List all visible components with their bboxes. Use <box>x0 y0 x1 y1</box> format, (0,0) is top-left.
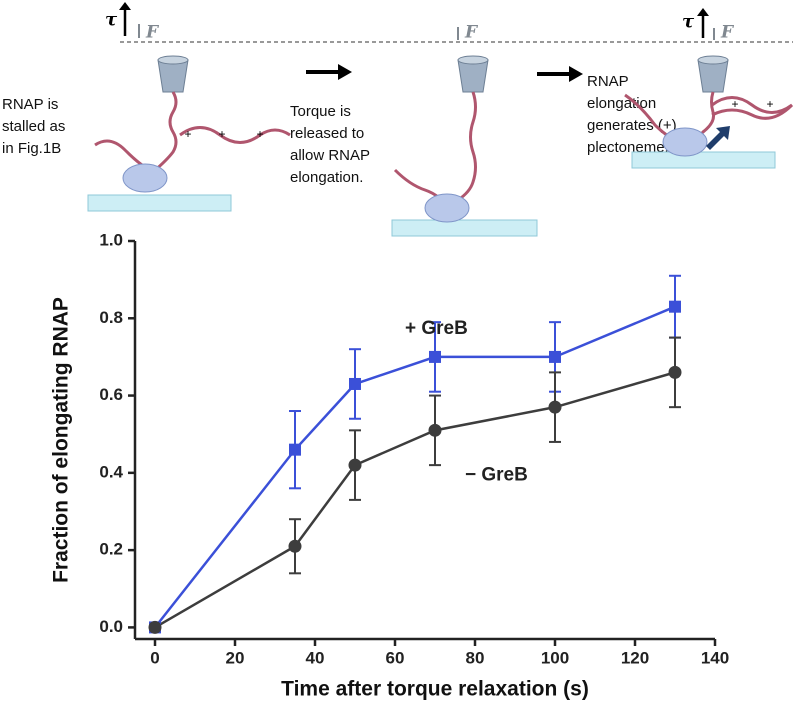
torque-arrow-head <box>697 8 709 16</box>
series-label: + GreB <box>405 318 468 339</box>
marker <box>148 620 162 634</box>
torque-arrow-head <box>119 2 131 10</box>
marker <box>288 539 302 553</box>
force-label: F <box>720 23 735 43</box>
rnap <box>122 163 168 193</box>
step-arrow <box>537 66 583 82</box>
plus-sign: + <box>731 97 738 111</box>
motion-arrow <box>706 126 730 150</box>
y-tick-label: 0.0 <box>99 617 123 636</box>
torque-label: τ <box>105 9 118 30</box>
force-label: F <box>145 23 160 43</box>
x-tick-label: 0 <box>150 648 159 667</box>
panel-text: stalled as <box>2 118 65 135</box>
x-axis-label: Time after torque relaxation (s) <box>281 678 589 701</box>
bead-top <box>457 55 489 65</box>
marker <box>348 458 362 472</box>
panel-text: elongation <box>587 95 656 112</box>
panel-text: in Fig.1B <box>2 140 61 157</box>
y-tick-label: 0.2 <box>99 540 123 559</box>
panel-text: elongation. <box>290 169 363 186</box>
dna <box>393 91 477 211</box>
marker <box>549 350 561 363</box>
x-tick-label: 100 <box>541 648 569 667</box>
x-tick-label: 140 <box>701 648 729 667</box>
panel-text: RNAP <box>587 73 629 90</box>
slide <box>391 219 538 237</box>
chart: Time after torque relaxation (s) Fractio… <box>50 230 730 700</box>
torque-label: τ <box>682 11 695 32</box>
x-tick-label: 20 <box>226 648 245 667</box>
marker <box>548 400 562 414</box>
x-tick-label: 40 <box>306 648 325 667</box>
x-tick-label: 80 <box>466 648 485 667</box>
panel-text: Torque is <box>290 103 351 120</box>
slide <box>87 194 232 212</box>
panel-text: allow RNAP <box>290 147 370 164</box>
marker <box>349 377 361 390</box>
y-tick-label: 0.4 <box>99 462 123 481</box>
series-label: − GreB <box>465 464 528 485</box>
step-arrow <box>306 64 352 80</box>
y-axis-label: Fraction of elongating RNAP <box>50 297 73 583</box>
series-line <box>154 371 676 629</box>
panel-text: RNAP is <box>2 96 58 113</box>
bead <box>697 59 729 93</box>
slide <box>631 151 776 169</box>
y-tick-label: 0.6 <box>99 385 123 404</box>
marker <box>668 365 682 379</box>
plus-sign: + <box>256 127 263 141</box>
panel-2-text: Torque is released to allow RNAP elongat… <box>290 103 370 186</box>
y-tick-label: 0.8 <box>99 308 123 327</box>
plus-sign: + <box>218 127 225 141</box>
plus-sign: + <box>766 97 773 111</box>
marker <box>669 300 681 313</box>
bead <box>157 59 189 93</box>
diagram: τ F + + + RNAP is stalled as in Fig.1B T… <box>2 2 793 237</box>
plus-sign: + <box>184 127 191 141</box>
bead <box>457 59 489 93</box>
marker <box>289 443 301 456</box>
y-tick-label: 1.0 <box>99 230 123 249</box>
x-tick-label: 60 <box>386 648 405 667</box>
marker <box>428 423 442 437</box>
x-tick-label: 120 <box>621 648 649 667</box>
bead-top <box>157 55 189 65</box>
rnap <box>662 127 708 157</box>
rnap <box>424 193 470 223</box>
marker <box>429 350 441 363</box>
series-line <box>154 305 676 629</box>
panel-text: released to <box>290 125 364 142</box>
panel-1-text: RNAP is stalled as in Fig.1B <box>2 96 65 157</box>
panel-text: generates (+) <box>587 117 677 134</box>
bead-top <box>697 55 729 65</box>
force-label: F <box>464 23 479 43</box>
